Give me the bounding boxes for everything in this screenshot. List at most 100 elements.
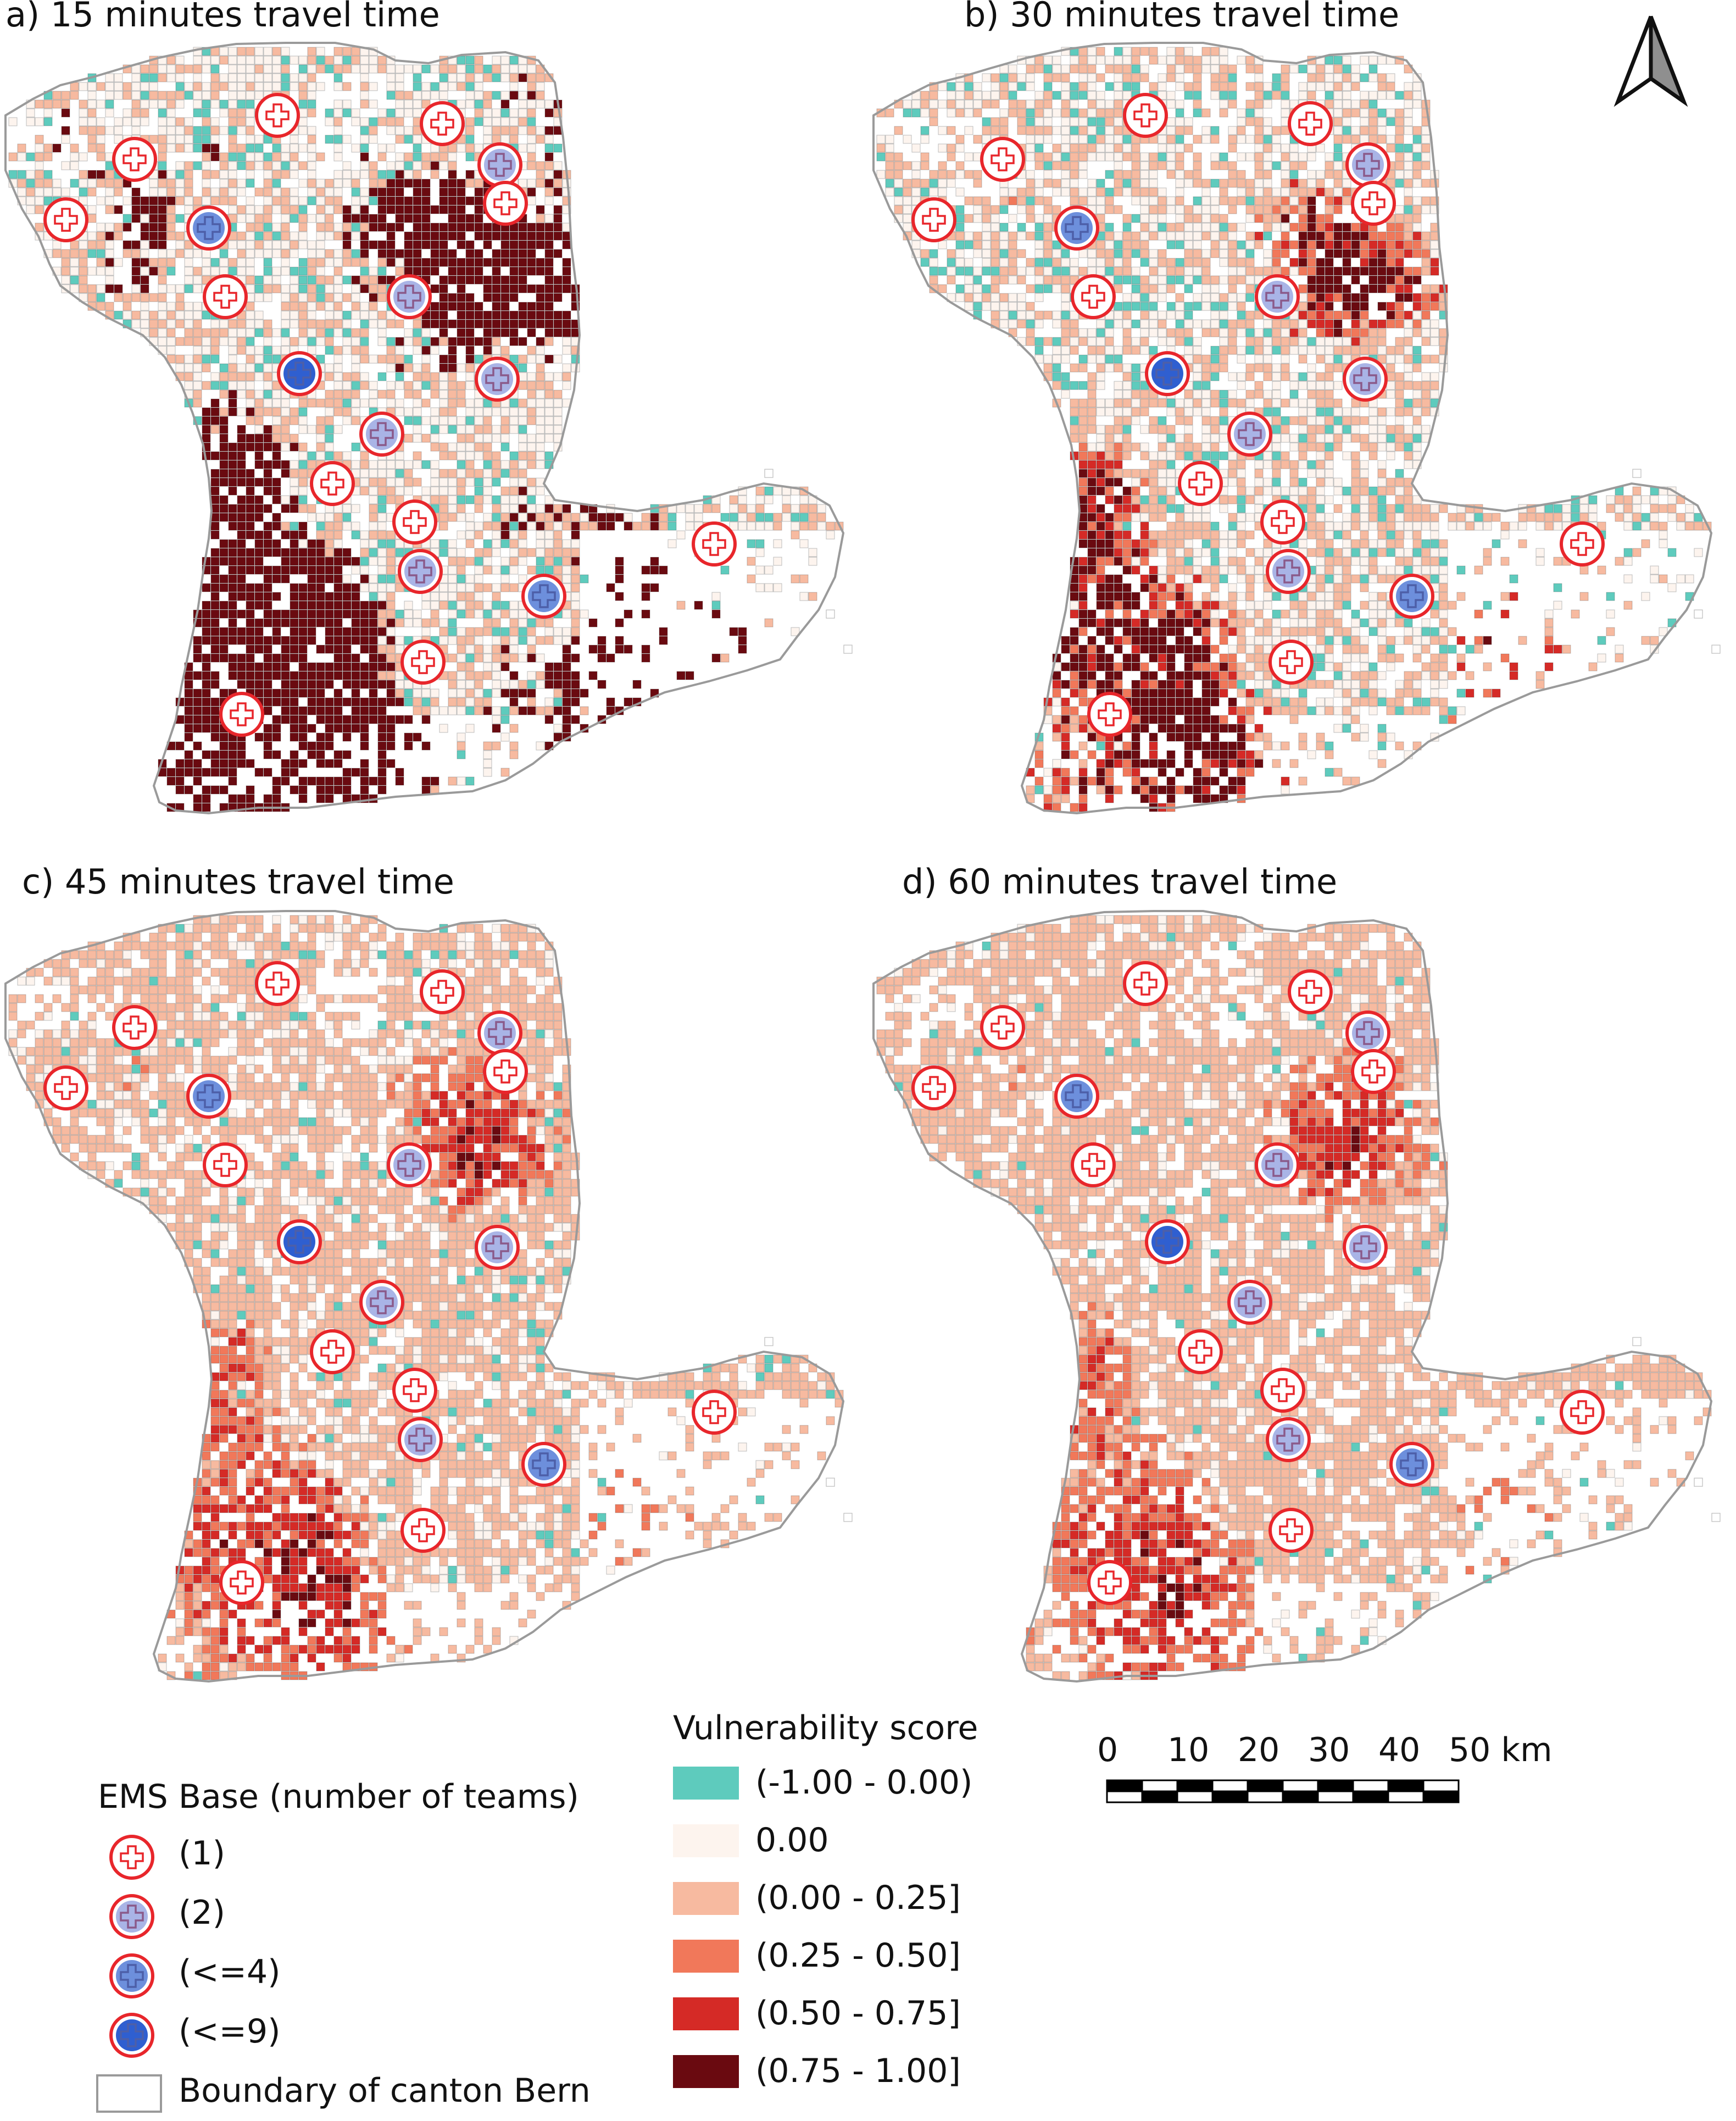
ems-base-marker: [692, 521, 737, 567]
vulnerability-swatch: [673, 2055, 739, 2088]
ems-base-marker: [392, 499, 437, 545]
ems-base-marker: [112, 1005, 157, 1050]
ems-base-marker: [420, 101, 465, 146]
ems-base-marker: [1123, 93, 1168, 138]
ems-base-marker: [521, 574, 566, 619]
ems-legend-label: (<=4): [179, 1953, 281, 1991]
panel-title-15min: a) 15 minutes travel time: [5, 0, 440, 35]
ems-base-marker: [1343, 357, 1388, 402]
ems-base-marker: [477, 142, 522, 187]
ems-base-marker: [359, 1280, 404, 1325]
ems-legend-label: (2): [179, 1894, 225, 1932]
vulnerability-label: (-1.00 - 0.00): [755, 1763, 973, 1802]
ems-base-marker: [400, 640, 446, 685]
panel-title-60min: d) 60 minutes travel time: [902, 862, 1338, 902]
ems-base-marker: [1560, 1390, 1605, 1435]
ems-legend-symbol-icon: [109, 2013, 154, 2058]
ems-base-marker: [400, 1508, 446, 1553]
ems-base-marker: [1123, 961, 1168, 1006]
ems-base-marker: [1260, 1368, 1305, 1413]
ems-base-marker: [1389, 1442, 1434, 1487]
ems-base-marker: [477, 1010, 522, 1056]
scale-tick-label: 0: [1097, 1731, 1119, 1769]
boundary-label: Boundary of canton Bern: [179, 2072, 591, 2110]
ems-base-marker: [980, 137, 1025, 182]
ems-base-marker: [387, 274, 432, 319]
ems-legend-label: (<=9): [179, 2012, 281, 2051]
ems-base-marker: [1351, 1049, 1396, 1094]
panel-title-45min: c) 45 minutes travel time: [22, 862, 454, 902]
scale-tick-label: 30: [1308, 1731, 1350, 1769]
vulnerability-label: (0.75 - 1.00]: [755, 2052, 961, 2090]
ems-base-marker: [1087, 692, 1132, 737]
ems-base-marker: [1351, 181, 1396, 226]
map-panel-60min: d) 60 minutes travel time: [868, 862, 1736, 1736]
vulnerability-swatch: [673, 1997, 739, 2030]
ems-base-marker: [43, 197, 88, 242]
scale-tick-label: 50 km: [1449, 1731, 1553, 1769]
vulnerability-swatch: [673, 1767, 739, 1800]
ems-legend-label: (1): [179, 1834, 225, 1873]
scale-bar-graphic: [1106, 1779, 1460, 1803]
ems-base-marker: [219, 692, 264, 737]
ems-base-marker: [911, 1065, 956, 1111]
ems-base-marker: [359, 412, 404, 457]
ems-base-marker: [310, 1329, 355, 1374]
ems-base-marker: [203, 1142, 248, 1187]
ems-base-marker: [475, 357, 520, 402]
ems-base-marker: [692, 1390, 737, 1435]
ems-base-marker: [1288, 101, 1333, 146]
ems-base-marker: [255, 93, 300, 138]
ems-legend-title: EMS Base (number of teams): [98, 1778, 579, 1816]
ems-base-marker: [219, 1560, 264, 1605]
vulnerability-legend-title: Vulnerability score: [673, 1709, 978, 1747]
ems-base-marker: [203, 274, 248, 319]
ems-base-marker: [1560, 521, 1605, 567]
ems-base-marker: [310, 461, 355, 506]
ems-base-marker: [392, 1368, 437, 1413]
ems-base-marker: [980, 1005, 1025, 1050]
ems-legend-symbol-icon: [109, 1835, 154, 1880]
ems-legend-symbol-icon: [109, 1894, 154, 1939]
ems-base-marker: [43, 1065, 88, 1111]
vulnerability-map-30min: [872, 42, 1721, 815]
canton-boundary: [4, 42, 845, 815]
canton-boundary: [4, 910, 845, 1683]
ems-base-marker: [1071, 1142, 1116, 1187]
ems-base-marker: [255, 961, 300, 1006]
map-panel-15min: a) 15 minutes travel time: [0, 0, 868, 868]
ems-base-marker: [186, 206, 231, 251]
ems-base-marker: [1255, 1142, 1300, 1187]
scale-tick-label: 20: [1238, 1731, 1280, 1769]
ems-base-marker: [1087, 1560, 1132, 1605]
ems-base-marker: [1145, 351, 1190, 396]
ems-base-marker: [483, 1049, 528, 1094]
ems-base-marker: [387, 1142, 432, 1187]
panel-title-30min: b) 30 minutes travel time: [964, 0, 1400, 35]
ems-base-marker: [186, 1074, 231, 1119]
ems-base-marker: [1178, 461, 1223, 506]
scale-tick-label: 10: [1167, 1731, 1210, 1769]
ems-legend-symbol-icon: [109, 1953, 154, 1998]
ems-base-marker: [1389, 574, 1434, 619]
ems-base-marker: [420, 969, 465, 1014]
vulnerability-label: (0.25 - 0.50]: [755, 1936, 961, 1975]
ems-base-marker: [1345, 1010, 1390, 1056]
ems-base-marker: [277, 351, 322, 396]
ems-base-marker: [1227, 412, 1272, 457]
vulnerability-label: 0.00: [755, 1821, 829, 1859]
ems-base-marker: [1145, 1219, 1190, 1264]
vulnerability-swatch: [673, 1882, 739, 1915]
ems-base-marker: [475, 1225, 520, 1270]
ems-base-marker: [1054, 206, 1099, 251]
ems-base-marker: [1054, 1074, 1099, 1119]
vulnerability-map-60min: [872, 910, 1721, 1683]
vulnerability-swatch: [673, 1940, 739, 1973]
ems-base-marker: [1071, 274, 1116, 319]
north-arrow-icon: [1612, 14, 1689, 109]
ems-base-marker: [398, 1417, 443, 1462]
vulnerability-swatch: [673, 1824, 739, 1857]
ems-base-marker: [1260, 499, 1305, 545]
canton-boundary: [872, 910, 1713, 1683]
map-panel-45min: c) 45 minutes travel time: [0, 862, 868, 1736]
